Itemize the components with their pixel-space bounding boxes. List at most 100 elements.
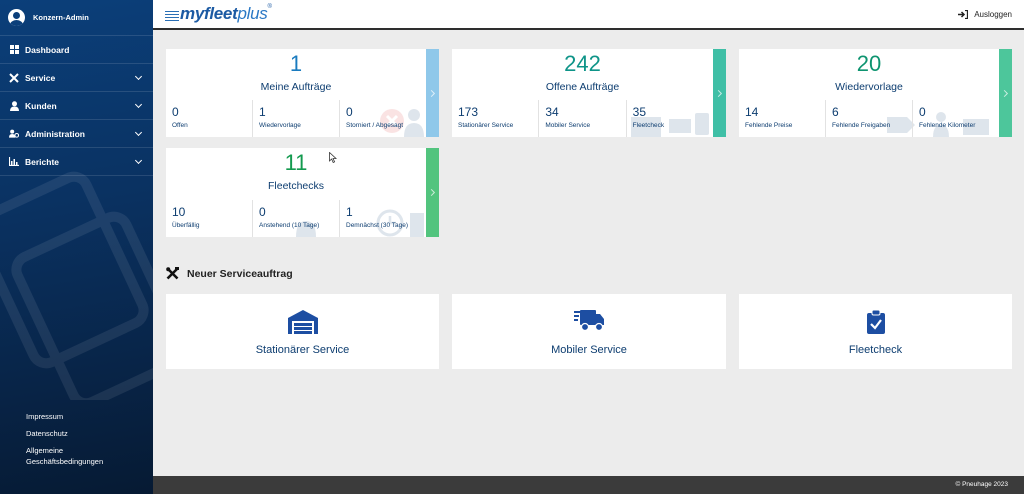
mobiler-service-button[interactable]: Mobiler Service — [452, 294, 726, 369]
sidebar-background-pattern-icon — [0, 171, 153, 400]
logout-button[interactable]: Ausloggen — [958, 10, 1012, 19]
app-logo[interactable]: myfleetplus ® — [165, 4, 272, 24]
sign-out-icon — [958, 10, 969, 19]
sidebar-item-berichte[interactable]: Berichte — [0, 148, 153, 176]
chevron-down-icon — [134, 72, 143, 80]
card-title: Fleetchecks — [267, 180, 325, 192]
stat-label: Wiedervorlage — [259, 122, 301, 129]
stat-value: 35 — [632, 105, 647, 119]
stat-label: Offen — [172, 122, 188, 129]
card-title: Wiedervorlage — [835, 81, 903, 93]
stat-label: Fehlende Kilometer — [919, 122, 976, 129]
sidebar: Konzern-Admin Dashboard Service Kunden A… — [0, 0, 153, 494]
stat-mobiler-service[interactable]: 34 Mobiler Service — [539, 100, 627, 137]
top-header: myfleetplus ® Ausloggen — [153, 0, 1024, 30]
tools-icon — [9, 72, 19, 83]
chevron-right-icon — [714, 89, 723, 98]
logout-label: Ausloggen — [974, 10, 1012, 19]
agb-link-line1: Allgemeine — [26, 446, 64, 455]
sidebar-item-kunden[interactable]: Kunden — [0, 92, 153, 120]
stat-value: 14 — [745, 105, 759, 119]
service-watermark-icon — [631, 113, 709, 137]
card-offene-auftraege[interactable]: 242 Offene Aufträge 173 Stationärer Servi… — [452, 49, 726, 137]
fleetcheck-button[interactable]: Fleetcheck — [739, 294, 1012, 369]
sidebar-item-service[interactable]: Service — [0, 64, 153, 92]
user-icon — [9, 100, 19, 111]
dashboard-icon — [9, 45, 19, 55]
stat-label: Demnächst (30 Tage) — [346, 222, 409, 229]
card-wiedervorlage[interactable]: 20 Wiedervorlage 14 Fehlende Preise 6 Fehl… — [739, 49, 1012, 137]
card-accent-bar — [999, 49, 1012, 137]
card-value: 11 — [284, 150, 308, 175]
agb-link[interactable]: Allgemeine Geschäftsbedingungen — [26, 445, 103, 467]
stat-label: Mobiler Service — [545, 122, 591, 129]
cancel-icon — [380, 109, 424, 137]
stat-fleetcheck[interactable]: 35 Fleetcheck — [627, 100, 713, 137]
agb-link-line2: Geschäftsbedingungen — [26, 457, 104, 466]
stat-fehlende-kilometer[interactable]: 0 Fehlende Kilometer — [913, 100, 999, 137]
copyright-text: © Pneuhage 2023 — [955, 481, 1008, 488]
service-label: Fleetcheck — [848, 344, 903, 356]
chevron-down-icon — [134, 100, 143, 108]
stat-ueberfaellig[interactable]: 10 Überfällig — [166, 200, 253, 237]
service-label: Mobiler Service — [551, 344, 627, 356]
tag-watermark-icon — [887, 112, 989, 137]
stat-fehlende-preise[interactable]: 14 Fehlende Preise — [739, 100, 826, 137]
stat-value: 0 — [259, 205, 266, 219]
users-cog-icon — [9, 129, 19, 139]
stat-anstehend[interactable]: 0 Anstehend (10 Tage) — [253, 200, 340, 237]
card-stats: 0 Offen 1 Wiedervorlage 0 Storniert / Abges… — [166, 100, 426, 137]
chevron-down-icon — [134, 156, 143, 164]
chevron-right-icon — [427, 89, 436, 98]
user-avatar-icon — [8, 9, 25, 26]
sidebar-item-label: Service — [25, 72, 56, 83]
clipboard-check-icon — [866, 310, 885, 334]
card-meine-auftraege[interactable]: 1 Meine Aufträge 0 Offen 1 Wiedervorlage 0… — [166, 49, 439, 137]
card-value: 242 — [564, 51, 601, 76]
impressum-link[interactable]: Impressum — [26, 412, 64, 421]
sidebar-item-label: Administration — [25, 128, 85, 139]
clock-calendar-watermark-icon — [296, 209, 424, 237]
stat-value: 34 — [545, 105, 559, 119]
stat-value: 173 — [458, 105, 479, 119]
stat-label: Überfällig — [172, 222, 200, 229]
garage-icon — [287, 310, 318, 334]
sidebar-item-dashboard[interactable]: Dashboard — [0, 36, 153, 64]
card-accent-bar — [426, 49, 439, 137]
logo-registered-mark: ® — [267, 4, 272, 10]
footer-bar: © Pneuhage 2023 — [153, 476, 1024, 494]
stat-value: 1 — [259, 105, 266, 119]
stationaerer-service-button[interactable]: Stationärer Service — [166, 294, 439, 369]
logo-main: myfleet — [180, 4, 238, 23]
user-name: Konzern-Admin — [33, 13, 89, 22]
sidebar-item-label: Kunden — [25, 100, 57, 111]
sidebar-item-label: Berichte — [25, 156, 60, 167]
sidebar-item-administration[interactable]: Administration — [0, 120, 153, 148]
chevron-down-icon — [134, 128, 143, 136]
logo-speed-lines-icon — [165, 11, 179, 23]
section-title: Neuer Serviceauftrag — [166, 267, 293, 280]
card-value: 1 — [289, 51, 303, 76]
logo-plus: plus — [237, 4, 268, 23]
stat-demnaechst[interactable]: 1 Demnächst (30 Tage) — [340, 200, 426, 237]
card-title: Offene Aufträge — [545, 81, 620, 93]
stat-value: 10 — [172, 205, 186, 219]
user-profile[interactable]: Konzern-Admin — [0, 0, 153, 36]
stat-label: Anstehend (10 Tage) — [259, 222, 320, 229]
stat-wiedervorlage[interactable]: 1 Wiedervorlage — [253, 100, 340, 137]
card-stats: 10 Überfällig 0 Anstehend (10 Tage) 1 Demnä… — [166, 200, 426, 237]
stat-fehlende-freigaben[interactable]: 6 Fehlende Freigaben — [826, 100, 913, 137]
stat-storniert[interactable]: 0 Storniert / Abgesagt — [340, 100, 426, 137]
chevron-right-icon — [427, 188, 436, 197]
stat-value: 1 — [346, 205, 353, 219]
logo-text: myfleetplus — [180, 4, 268, 24]
tools-icon — [166, 267, 179, 280]
card-fleetchecks[interactable]: 11 Fleetchecks 10 Überfällig 0 Anstehend (… — [166, 148, 439, 237]
stat-stationaerer-service[interactable]: 173 Stationärer Service — [452, 100, 540, 137]
stat-offen[interactable]: 0 Offen — [166, 100, 253, 137]
datenschutz-link[interactable]: Datenschutz — [26, 429, 68, 438]
stat-value: 0 — [346, 105, 353, 119]
sidebar-footer-links: Impressum Datenschutz Allgemeine Geschäf… — [26, 411, 103, 473]
stat-label: Fehlende Freigaben — [832, 122, 891, 129]
section-title-text: Neuer Serviceauftrag — [187, 267, 293, 280]
